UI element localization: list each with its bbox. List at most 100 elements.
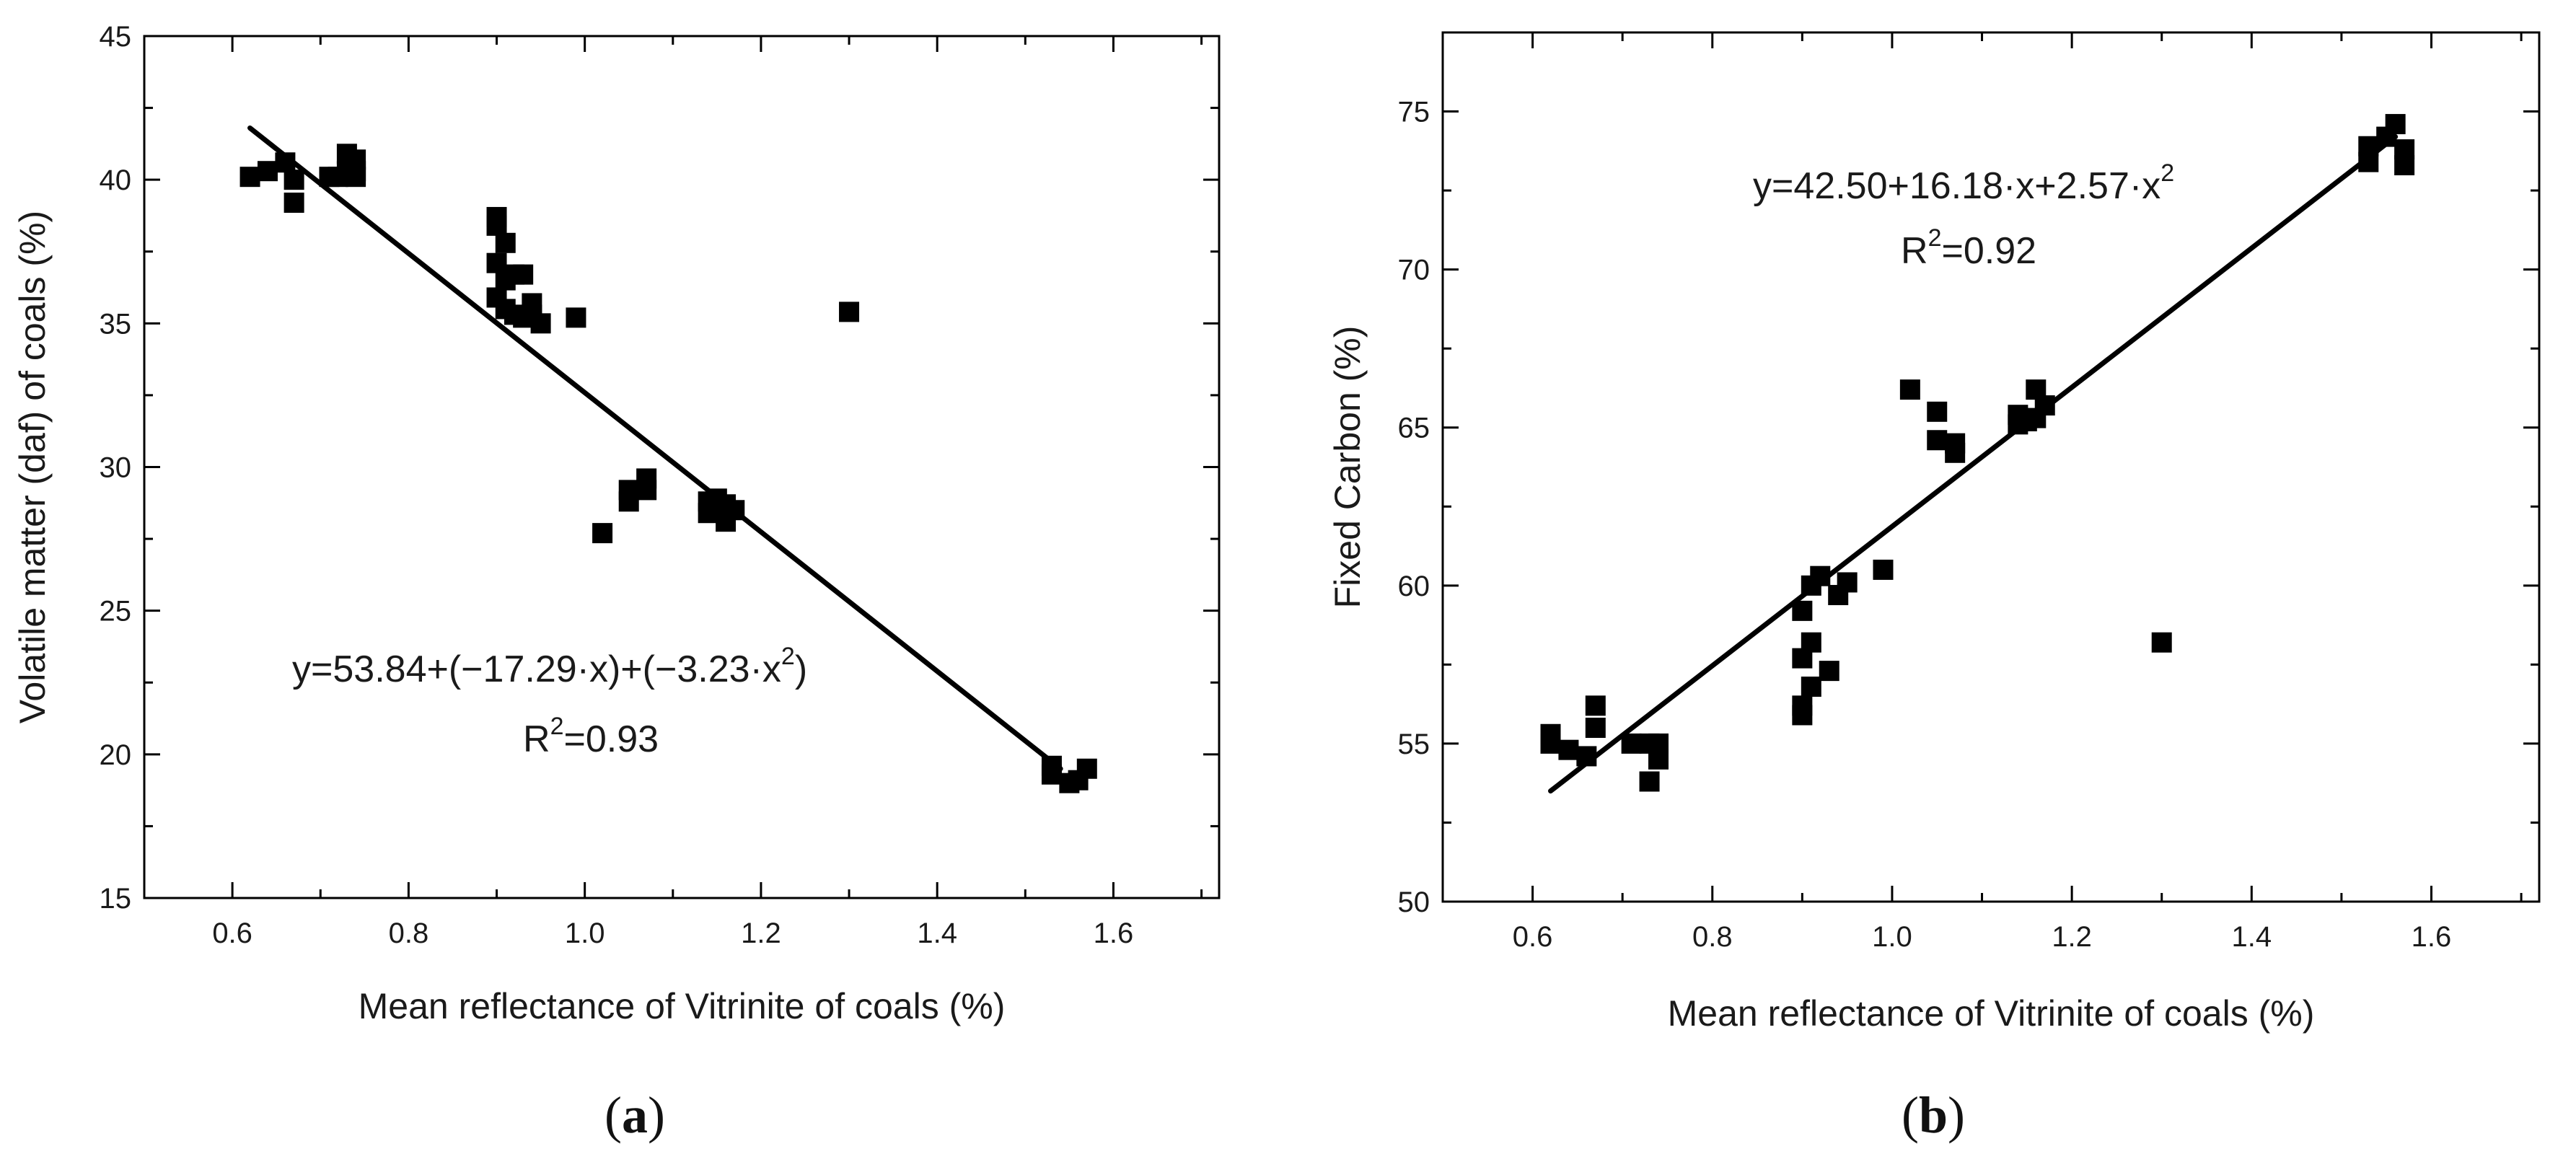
data-point (592, 523, 613, 544)
r-squared-symbol: R (523, 718, 550, 760)
x-tick-label: 0.6 (1513, 921, 1553, 953)
r-squared-value: =0.92 (1941, 230, 2036, 272)
x-tick-label: 1.6 (2412, 921, 2452, 953)
data-point (283, 193, 304, 214)
data-point (1801, 677, 1821, 697)
data-point (1648, 749, 1669, 770)
equation-exponent: 2 (2160, 159, 2174, 187)
data-point (346, 167, 366, 188)
data-point (2034, 395, 2055, 416)
y-tick-label: 20 (100, 739, 132, 771)
data-point (1927, 401, 1948, 422)
data-point (839, 301, 860, 322)
data-point (1540, 733, 1561, 754)
regression-equation-a: y=53.84+(−17.29·x)+(−3.23·x2)R2=0.93 (292, 643, 807, 760)
x-axis-title: Mean reflectance of Vitrinite of coals (… (359, 986, 1006, 1026)
y-tick-label: 40 (100, 164, 132, 196)
data-point (2358, 151, 2379, 172)
panel-label-close: ) (1948, 1086, 1965, 1144)
y-tick-label: 70 (1398, 255, 1430, 286)
y-tick-label: 55 (1398, 729, 1430, 760)
y-axis-title: Volatile matter (daf) of coals (%) (12, 211, 53, 723)
panel-label-open: ( (1902, 1086, 1919, 1144)
chart-panel-b: y=42.50+16.18·x+2.57·x2 R2=0.92 0.6 0.8 1.0… (1288, 0, 2576, 1162)
data-point (1837, 572, 1858, 593)
panel-label: (b) (1902, 1086, 1965, 1144)
data-point (530, 313, 551, 334)
panel-label-close: ) (648, 1086, 665, 1144)
r-squared-symbol: R (1901, 230, 1928, 272)
x-tick-label: 1.4 (2232, 921, 2272, 953)
data-point (566, 307, 586, 328)
data-point (636, 480, 657, 501)
data-point (2151, 632, 2172, 653)
data-point (1945, 442, 1966, 463)
r-squared-exponent: 2 (1928, 224, 1942, 252)
r-squared-exponent: 2 (550, 713, 564, 740)
panel-label-letter: b (1919, 1086, 1948, 1144)
plot-frame (1441, 31, 2541, 903)
data-point (1810, 565, 1831, 586)
data-point (486, 215, 507, 236)
y-tick-label: 30 (100, 452, 132, 484)
data-point (724, 500, 745, 521)
y-tick-label: 15 (100, 883, 132, 915)
data-point (1801, 632, 1821, 653)
data-point (1076, 758, 1097, 779)
data-point (1558, 739, 1579, 760)
data-point (1792, 705, 1813, 726)
equation-close: ) (795, 648, 807, 690)
y-axis-title: Fixed Carbon (%) (1327, 326, 1368, 609)
r-squared-value: =0.93 (563, 718, 659, 760)
data-point (1873, 559, 1894, 580)
y-tick-label: 65 (1398, 413, 1430, 444)
regression-fit-line (247, 125, 1063, 772)
data-point (1792, 600, 1813, 621)
equation-body: y=53.84+(−17.29·x)+(−3.23·x (292, 648, 781, 690)
data-point (1927, 430, 1948, 451)
panel-label: (a) (605, 1086, 665, 1144)
equation-body: y=42.50+16.18·x+2.57·x (1753, 165, 2160, 207)
equation-exponent: 2 (781, 643, 795, 670)
x-tick-label: 0.8 (389, 917, 429, 949)
chart-panel-a: y=53.84+(−17.29·x)+(−3.23·x2) R2=0.93 0.6… (12, 21, 1221, 1144)
volatile-matter-chart: y=53.84+(−17.29·x)+(−3.23·x2)R2=0.93 0.6… (12, 21, 1221, 1144)
data-point (2385, 114, 2406, 135)
x-tick-label: 1.4 (917, 917, 957, 949)
data-point (1576, 746, 1597, 767)
data-point (283, 170, 304, 190)
x-tick-label: 1.0 (1872, 921, 1912, 953)
data-point (239, 167, 260, 188)
y-tick-label: 60 (1398, 571, 1430, 602)
y-tick-label: 50 (1398, 886, 1430, 918)
x-tick-label: 0.6 (212, 917, 252, 949)
data-point (495, 232, 516, 253)
equation-text: y=42.50+16.18·x+2.57·x2 (1753, 159, 2174, 207)
data-point (1899, 379, 1920, 400)
regression-fit-line (1548, 134, 2399, 794)
data-point (1585, 718, 1606, 738)
data-point (618, 491, 639, 512)
data-point (275, 152, 296, 173)
data-point (1621, 733, 1642, 754)
data-point (2394, 155, 2415, 176)
x-tick-label: 0.8 (1692, 921, 1733, 953)
y-tick-label: 25 (100, 596, 132, 628)
equation-text: y=53.84+(−17.29·x)+(−3.23·x2) (292, 643, 807, 690)
r-squared-text: R2=0.92 (1901, 224, 2036, 272)
data-point (513, 264, 534, 285)
y-tick-label: 45 (100, 21, 132, 53)
data-point (1819, 661, 1839, 682)
x-tick-label: 1.2 (2052, 921, 2092, 953)
r-squared-text: R2=0.93 (523, 713, 659, 760)
x-tick-label: 1.6 (1094, 917, 1134, 949)
data-point (257, 161, 278, 182)
panel-label-letter: a (622, 1086, 648, 1144)
y-tick-label: 35 (100, 308, 132, 340)
panel-label-open: ( (605, 1086, 622, 1144)
data-point (1585, 695, 1606, 716)
x-tick-label: 1.2 (741, 917, 781, 949)
data-point (1639, 771, 1660, 792)
data-point (486, 252, 507, 273)
